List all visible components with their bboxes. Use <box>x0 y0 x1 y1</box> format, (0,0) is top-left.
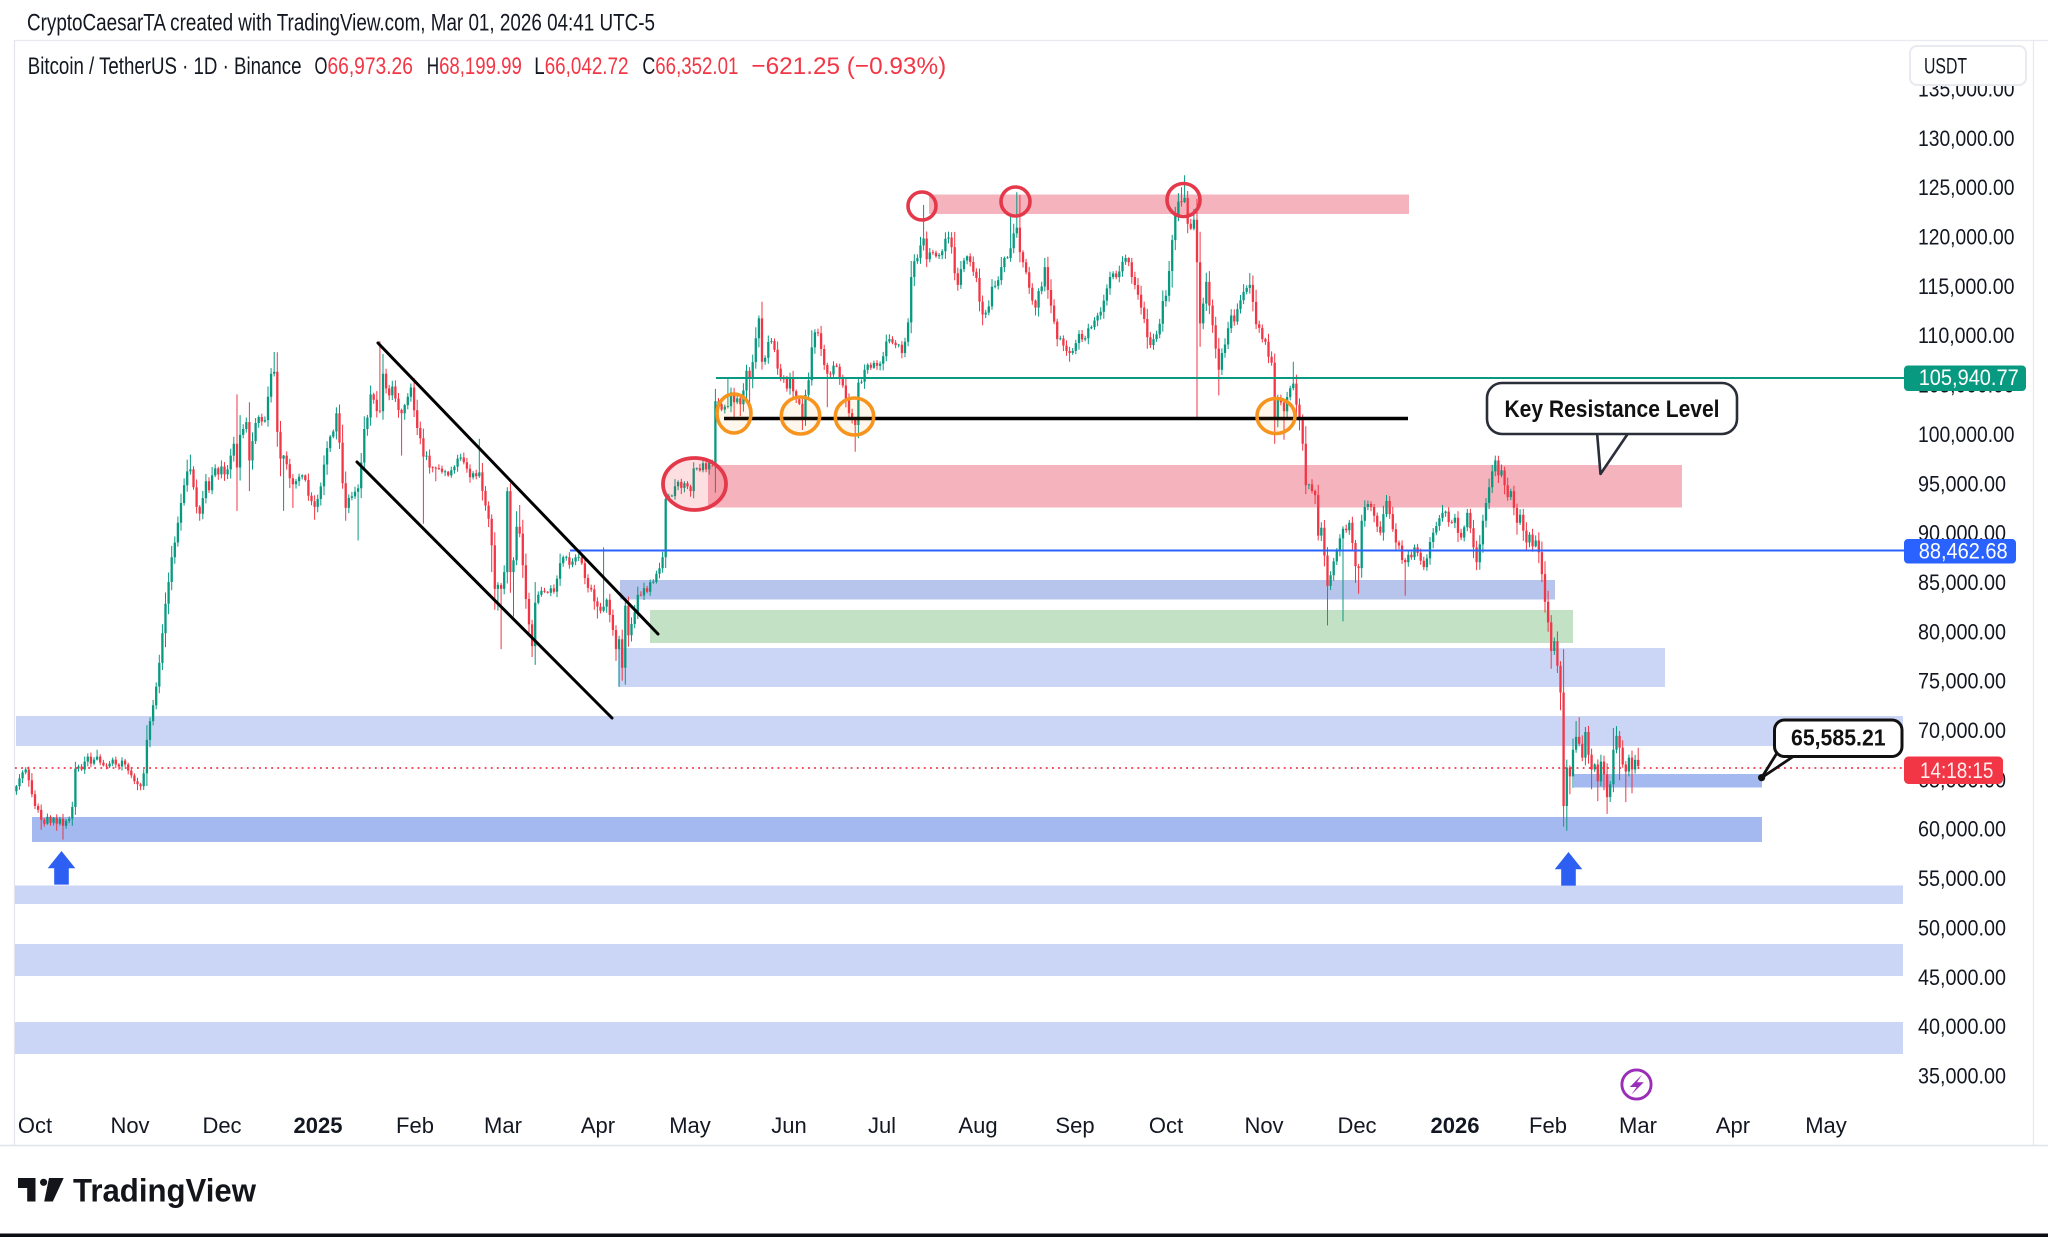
svg-text:C: C <box>642 53 655 80</box>
svg-text:120,000.00: 120,000.00 <box>1918 225 2015 250</box>
svg-text:−621.25 (−0.93%): −621.25 (−0.93%) <box>751 53 946 80</box>
svg-text:115,000.00: 115,000.00 <box>1918 274 2015 299</box>
svg-text:TradingView: TradingView <box>73 1173 256 1209</box>
svg-text:40,000.00: 40,000.00 <box>1918 1014 2006 1039</box>
svg-text:66,042.72: 66,042.72 <box>545 53 629 80</box>
svg-text:May: May <box>669 1113 711 1138</box>
svg-text:Apr: Apr <box>1716 1113 1750 1138</box>
svg-text:L: L <box>534 53 544 80</box>
svg-text:Mar: Mar <box>484 1113 522 1138</box>
svg-text:60,000.00: 60,000.00 <box>1918 817 2006 842</box>
svg-text:Bitcoin / TetherUS · 1D · Bina: Bitcoin / TetherUS · 1D · Binance <box>28 53 302 80</box>
svg-text:Sep: Sep <box>1055 1113 1094 1138</box>
svg-text:USDT: USDT <box>1924 54 1967 79</box>
svg-text:100,000.00: 100,000.00 <box>1918 422 2015 447</box>
svg-text:85,000.00: 85,000.00 <box>1918 570 2006 595</box>
svg-text:Nov: Nov <box>1244 1113 1283 1138</box>
svg-text:Aug: Aug <box>958 1113 997 1138</box>
svg-text:May: May <box>1805 1113 1847 1138</box>
svg-text:50,000.00: 50,000.00 <box>1918 915 2006 940</box>
svg-text:70,000.00: 70,000.00 <box>1918 718 2006 743</box>
svg-text:45,000.00: 45,000.00 <box>1918 965 2006 990</box>
svg-text:35,000.00: 35,000.00 <box>1918 1064 2006 1089</box>
svg-text:Key Resistance Level: Key Resistance Level <box>1505 396 1720 423</box>
svg-text:Mar: Mar <box>1619 1113 1657 1138</box>
svg-text:88,462.68: 88,462.68 <box>1919 539 2008 564</box>
svg-text:O: O <box>315 53 328 80</box>
svg-text:68,199.99: 68,199.99 <box>439 53 522 80</box>
svg-text:Nov: Nov <box>110 1113 149 1138</box>
svg-text:Jun: Jun <box>771 1113 806 1138</box>
svg-text:Dec: Dec <box>1337 1113 1376 1138</box>
svg-text:H: H <box>427 53 439 80</box>
svg-text:Oct: Oct <box>1149 1113 1183 1138</box>
svg-text:2026: 2026 <box>1431 1113 1480 1138</box>
svg-text:130,000.00: 130,000.00 <box>1918 126 2015 151</box>
svg-text:CryptoCaesarTA created with Tr: CryptoCaesarTA created with TradingView.… <box>27 10 655 37</box>
svg-text:75,000.00: 75,000.00 <box>1918 669 2006 694</box>
svg-text:Apr: Apr <box>581 1113 615 1138</box>
svg-text:Oct: Oct <box>18 1113 52 1138</box>
svg-text:125,000.00: 125,000.00 <box>1918 175 2015 200</box>
svg-text:Feb: Feb <box>1529 1113 1567 1138</box>
svg-text:66,973.26: 66,973.26 <box>328 53 413 80</box>
svg-text:Dec: Dec <box>202 1113 241 1138</box>
svg-text:14:18:15: 14:18:15 <box>1920 758 1993 783</box>
svg-text:66,352.01: 66,352.01 <box>655 53 738 80</box>
svg-text:80,000.00: 80,000.00 <box>1918 619 2006 644</box>
svg-text:105,940.77: 105,940.77 <box>1919 365 2019 390</box>
svg-text:65,585.21: 65,585.21 <box>1791 725 1886 751</box>
svg-text:110,000.00: 110,000.00 <box>1918 323 2015 348</box>
svg-text:Jul: Jul <box>868 1113 896 1138</box>
svg-text:2025: 2025 <box>294 1113 343 1138</box>
svg-text:55,000.00: 55,000.00 <box>1918 866 2006 891</box>
svg-text:Feb: Feb <box>396 1113 434 1138</box>
svg-text:95,000.00: 95,000.00 <box>1918 471 2006 496</box>
